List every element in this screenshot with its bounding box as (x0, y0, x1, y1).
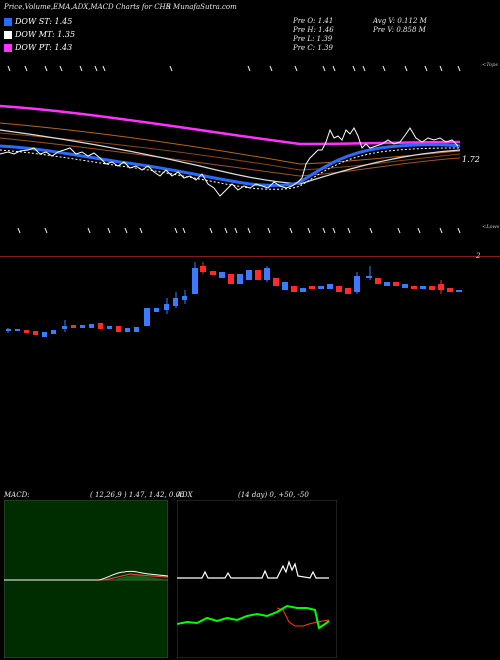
chart-title: Price,Volume,EMA,ADX,MACD Charts for CHR (4, 3, 171, 11)
ema-dotted-line (0, 147, 461, 190)
macd-panel (4, 500, 168, 658)
legend-item-st: DOW ST: 1.45 (4, 17, 72, 26)
macd-params: ( 12,26,9 ) 1.47, 1.42, 0.05 (90, 491, 185, 499)
ema-long-orange-line (0, 122, 461, 165)
site-name: S MunafaSutra.com (166, 3, 237, 11)
legend-swatch-pt-icon (4, 43, 12, 52)
legend-item-pt: DOW PT: 1.43 (4, 43, 72, 52)
adx-params: (14 day) 0, +50, -50 (238, 491, 309, 499)
candles (6, 262, 462, 337)
legend-swatch-st-icon (4, 17, 12, 26)
adx-line (177, 560, 329, 579)
macd-label: MACD: (4, 491, 30, 499)
ema-long-sienna-line (0, 137, 461, 177)
legend-label-pt: DOW PT: 1.43 (15, 43, 73, 52)
candle-scale-label: 2 (476, 252, 481, 260)
tops-label: <Tops (482, 62, 498, 68)
adx-label: ADX (177, 491, 193, 499)
stat-prev-volume: Pre V: 0.858 M (373, 26, 426, 34)
legend-item-mt: DOW MT: 1.35 (4, 30, 75, 39)
stat-prev-low: Pre L: 1.39 (293, 35, 333, 43)
price-tag: 1.72 (462, 155, 480, 164)
candlestick-panel (6, 262, 462, 337)
lows-label: <Lows (482, 224, 500, 230)
panel-separator (0, 256, 500, 257)
adx-background (177, 500, 337, 658)
macd-line (4, 570, 168, 581)
stat-prev-open: Pre O: 1.41 (293, 17, 334, 25)
adx-minus-di-line (276, 607, 330, 627)
bottom-markers (17, 227, 461, 234)
price-ema-panel: <Tops 1.72 <Lows (0, 62, 500, 234)
dow-pt-line (0, 104, 461, 146)
ema-long-brown-line (0, 132, 461, 171)
close-price-line (0, 127, 459, 197)
legend-swatch-mt-icon (4, 30, 12, 39)
macd-histogram (114, 575, 168, 580)
macd-signal-line (4, 573, 168, 581)
legend-label-st: DOW ST: 1.45 (15, 17, 73, 26)
stat-prev-high: Pre H: 1.46 (293, 26, 334, 34)
stat-prev-close: Pre C: 1.39 (293, 44, 333, 52)
dow-mt-line (0, 129, 461, 185)
adx-plus-di-line (177, 604, 330, 630)
adx-panel (177, 500, 337, 658)
legend-label-mt: DOW MT: 1.35 (15, 30, 76, 39)
dow-st-line (0, 143, 461, 187)
top-markers (7, 65, 461, 72)
stat-avg-volume: Avg V: 0.112 M (373, 17, 427, 25)
